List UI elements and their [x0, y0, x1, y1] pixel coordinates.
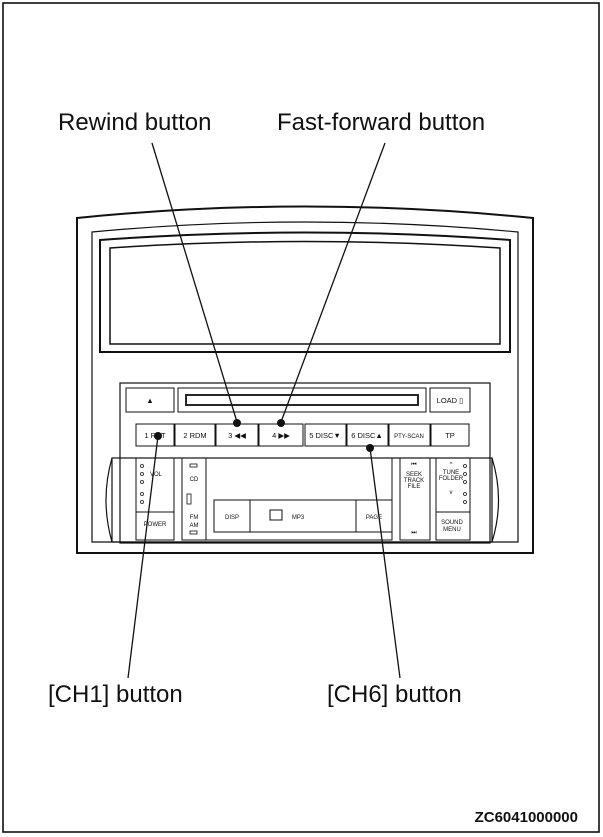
eject-icon: ▲ [146, 396, 153, 405]
tune-dot-5 [463, 500, 467, 504]
cd-indicator [189, 463, 198, 468]
ch6-callout-label: [CH6] button [327, 681, 462, 708]
vol-dot-1 [140, 464, 144, 468]
rewind-marker [233, 419, 241, 427]
tune-dot-2 [463, 472, 467, 476]
file-label: FILE [408, 484, 421, 490]
fast-forward-marker [277, 419, 285, 427]
track-label: TRACK [404, 478, 424, 484]
tp-button-label: TP [445, 431, 455, 440]
tune-dot-1 [463, 464, 467, 468]
unit-bezel [76, 205, 534, 554]
seek-track-column[interactable] [399, 457, 431, 541]
tune-dot-3 [463, 480, 467, 484]
vol-label: VOL [150, 472, 163, 478]
preset-button-2-label: 2 RDM [183, 431, 206, 440]
fm-label[interactable]: FM [190, 515, 199, 521]
preset-button-6-label: 6 DISC▲ [351, 431, 383, 440]
tune-label: TUNE [443, 470, 459, 476]
page-button-label: PAGE [366, 515, 382, 521]
tune-knob[interactable] [435, 457, 471, 541]
head-unit: ▲ LOAD ▯ 1 RPT 2 RDM 3 ◀◀ 4 ▶▶ 5 DISC▼ 6… [76, 205, 534, 554]
preset-button-3-label: 3 ◀◀ [228, 431, 247, 440]
right-knob-edge [491, 457, 500, 543]
ch1-marker [154, 432, 162, 440]
load-button-label: LOAD ▯ [437, 396, 464, 405]
figure-code: ZC6041000000 [475, 809, 578, 826]
folder-label: FOLDER [439, 476, 464, 482]
seek-next-icon: ⏭ [411, 530, 417, 536]
cd-button-label[interactable]: CD [190, 477, 199, 483]
ch6-leader [369, 447, 401, 679]
pty-scan-button-label: PTY-SCAN [394, 434, 424, 440]
eject-button[interactable] [125, 387, 175, 413]
screen-outer [99, 231, 511, 353]
center-area [205, 457, 393, 541]
disp-button-label: DISP [225, 515, 239, 521]
control-panel [119, 382, 491, 544]
preset-button-4-label: 4 ▶▶ [272, 431, 291, 440]
sound-label: SOUND [441, 520, 463, 526]
seek-prev-icon: ⏮ [411, 462, 417, 468]
power-button-label: POWER [144, 522, 167, 528]
leader-lines [127, 142, 401, 679]
fast-forward-callout-label: Fast-forward button [277, 109, 485, 136]
source-slider [186, 493, 192, 505]
ch1-leader [127, 435, 159, 679]
preset-button-1[interactable] [135, 423, 175, 447]
vol-dot-2 [140, 472, 144, 476]
vol-dot-5 [140, 500, 144, 504]
tp-button[interactable] [430, 423, 470, 447]
ch1-callout-label: [CH1] button [48, 681, 183, 708]
seek-label: SEEK [406, 472, 422, 478]
mp3-label: MP3 [292, 515, 305, 521]
screen-display [109, 240, 501, 345]
preset-button-5-label: 5 DISC▼ [309, 431, 341, 440]
tune-dot-4 [463, 492, 467, 496]
page-button[interactable] [355, 499, 393, 533]
unit-inner-bezel [91, 221, 519, 543]
tune-up-icon: ^ [450, 462, 453, 468]
load-button[interactable] [429, 387, 471, 413]
menu-label: MENU [443, 527, 461, 533]
preset-button-5[interactable] [304, 423, 347, 447]
fast-forward-leader [280, 142, 386, 423]
fm-am-indicator [189, 530, 198, 535]
am-label[interactable]: AM [190, 523, 199, 529]
left-knob-edge [105, 457, 113, 543]
vol-dot-3 [140, 480, 144, 484]
tune-down-icon: v [450, 490, 453, 496]
rewind-callout-label: Rewind button [58, 109, 211, 136]
preset-button-2[interactable] [174, 423, 216, 447]
ch6-marker [366, 444, 374, 452]
vol-dot-4 [140, 492, 144, 496]
pty-scan-button[interactable] [388, 423, 431, 447]
disc-logo-icon [269, 509, 283, 521]
disc-slot-frame [177, 387, 427, 413]
rewind-leader [151, 142, 238, 423]
disc-slot [185, 394, 419, 406]
